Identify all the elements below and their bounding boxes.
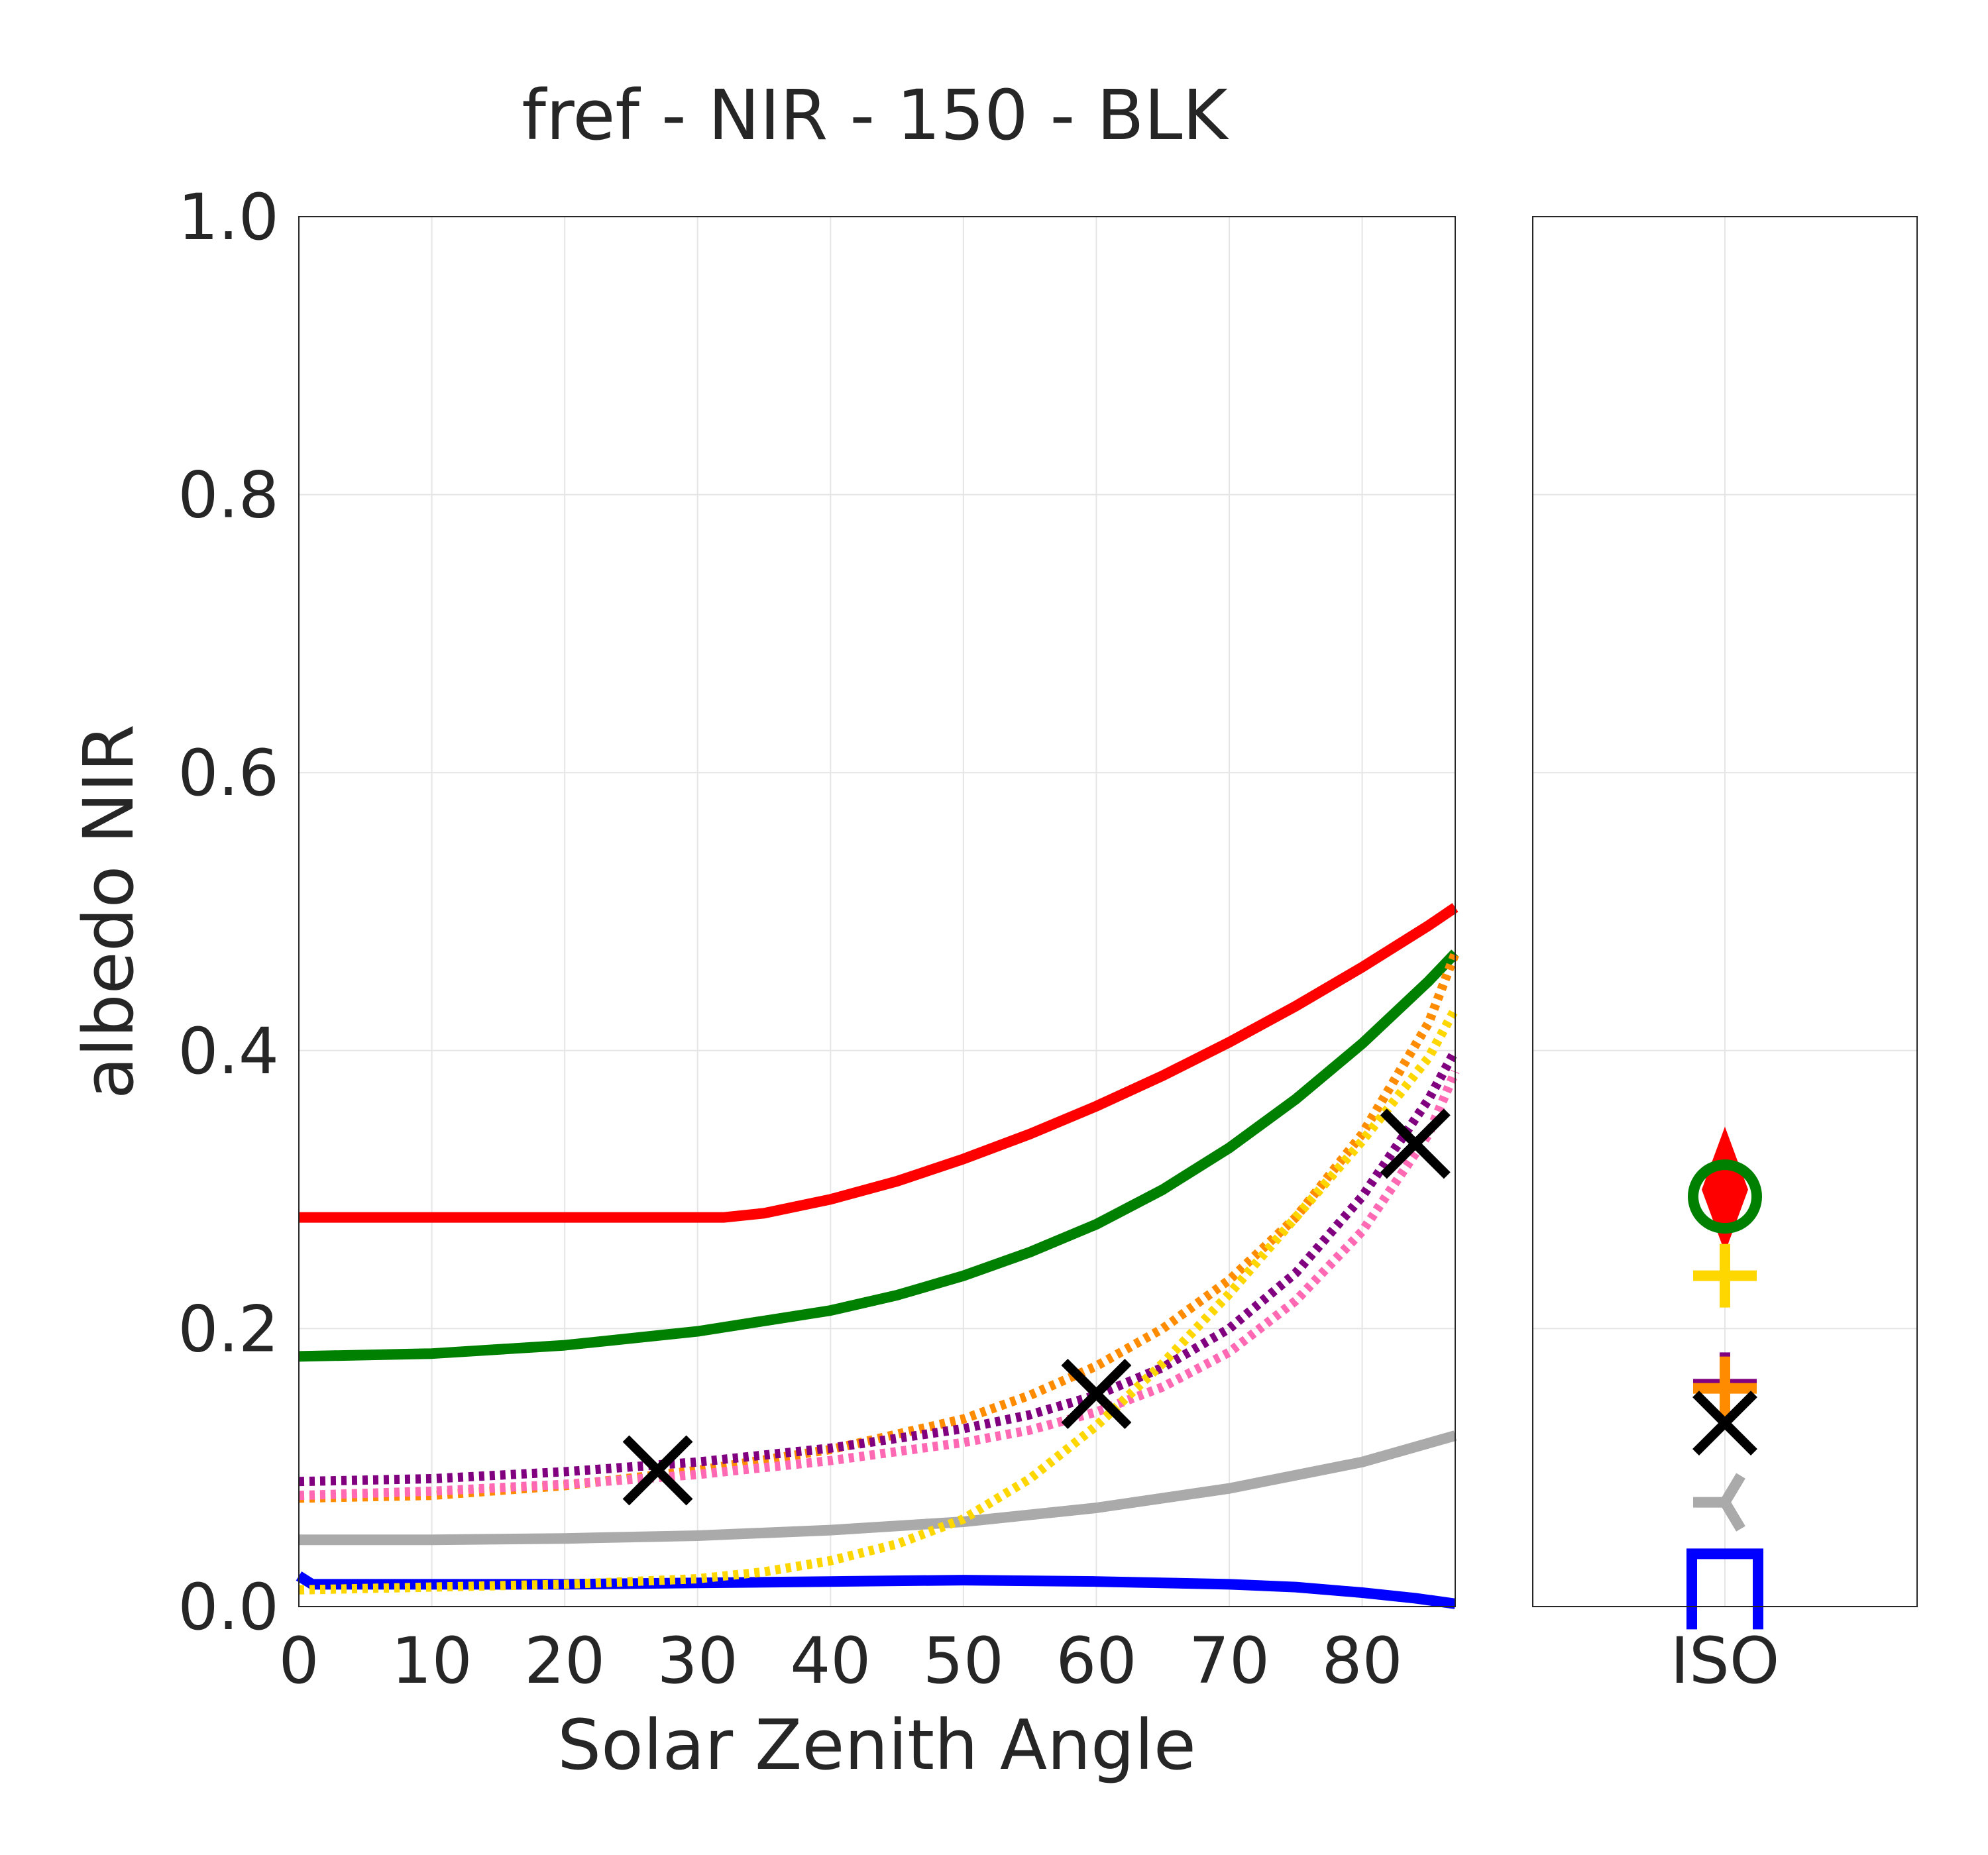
x-tick-label: 0 (278, 1624, 319, 1698)
plus-marker (1693, 1356, 1757, 1420)
x-tick-label: 10 (391, 1624, 472, 1698)
iso-x-tick-label: ISO (1671, 1624, 1780, 1698)
series-line (298, 949, 1459, 1362)
series-line (298, 1048, 1460, 1487)
tri-left-marker (1693, 1473, 1745, 1532)
y-tick-label: 0.0 (178, 1570, 279, 1644)
y-axis-label: albedo NIR (68, 724, 149, 1099)
series-line (299, 1430, 1457, 1546)
x-tick-labels: 0 10 20 30 40 50 60 70 80 (278, 1624, 1402, 1698)
chart-title: fref - NIR - 150 - BLK (522, 75, 1229, 156)
series-line (298, 1069, 1460, 1501)
main-plot-panel: 0 10 20 30 40 50 60 70 80 0.0 0.2 0.4 0.6 0.8 1.0 (178, 180, 1460, 1698)
main-series-group (296, 903, 1460, 1609)
x-tick-label: 50 (923, 1624, 1004, 1698)
iso-plot-panel: ISO (1532, 216, 1918, 1698)
x-marker (622, 1435, 693, 1506)
y-tick-labels: 0.0 0.2 0.4 0.6 0.8 1.0 (178, 180, 279, 1644)
x-axis-label: Solar Zenith Angle (557, 1705, 1196, 1785)
series-line (296, 1571, 1457, 1609)
series-line (298, 1006, 1460, 1595)
diamond-marker (1702, 1126, 1748, 1253)
circle-marker (1688, 1159, 1762, 1234)
x-tick-label: 60 (1056, 1624, 1136, 1698)
plus-marker (1693, 1244, 1757, 1308)
x-marker (1380, 1108, 1451, 1179)
x-tick-label: 80 (1322, 1624, 1403, 1698)
iso-plot-frame (1532, 216, 1918, 1607)
y-tick-label: 1.0 (178, 180, 279, 254)
x-tick-label: 30 (657, 1624, 738, 1698)
iso-points-group (1686, 1126, 1763, 1630)
x-marker (1692, 1391, 1757, 1456)
iso-x-tick-labels: ISO (1671, 1624, 1780, 1698)
x-tick-label: 70 (1189, 1624, 1270, 1698)
main-gridlines (298, 216, 1455, 1607)
x-tick-label: 20 (524, 1624, 605, 1698)
series-line (299, 903, 1459, 1223)
square-marker (1686, 1548, 1763, 1630)
x-marker (1061, 1359, 1132, 1429)
y-tick-label: 0.6 (178, 736, 279, 810)
y-tick-label: 0.2 (178, 1292, 279, 1366)
y-tick-label: 0.4 (178, 1014, 279, 1088)
x-tick-label: 40 (790, 1624, 871, 1698)
main-markers-group (622, 1108, 1451, 1506)
y-tick-label: 0.8 (178, 458, 279, 533)
main-plot-frame (298, 216, 1456, 1607)
series-line (298, 951, 1460, 1503)
